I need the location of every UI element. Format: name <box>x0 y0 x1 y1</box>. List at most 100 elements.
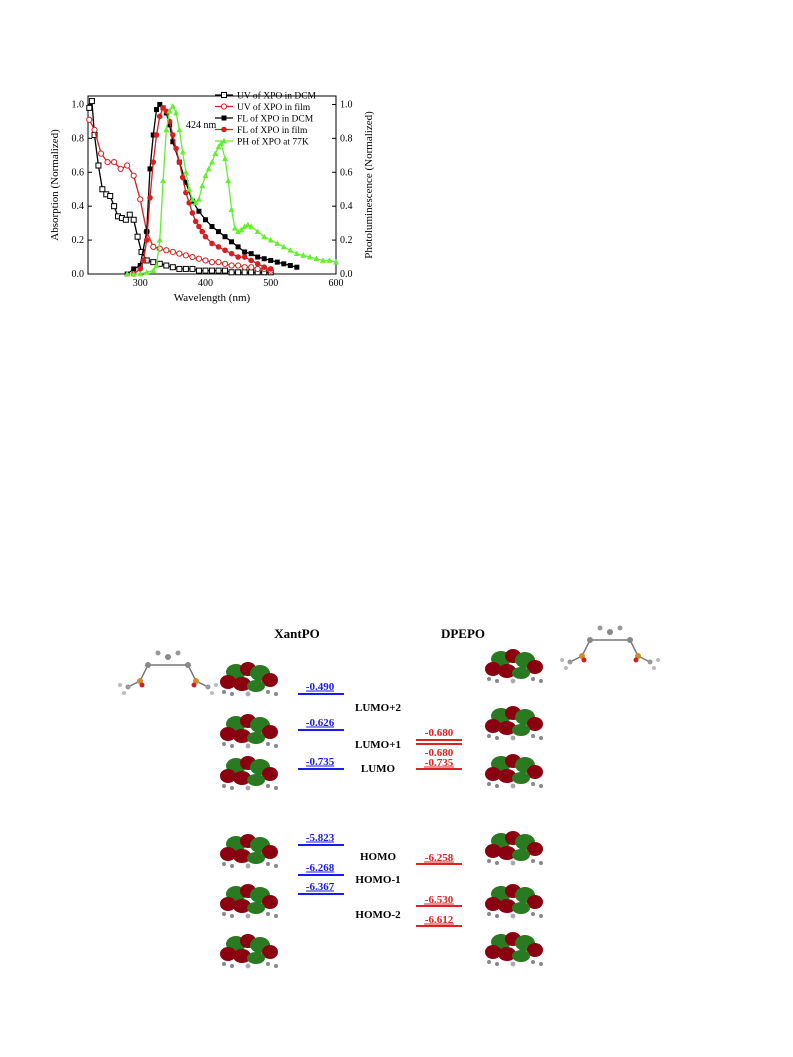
data-point <box>195 196 202 202</box>
data-point <box>176 159 183 165</box>
data-point <box>147 194 153 201</box>
data-point <box>199 228 206 235</box>
dpepo-orbital-lumo1 <box>485 706 543 741</box>
data-point <box>163 247 170 254</box>
data-point <box>117 165 124 172</box>
peak-annotation: 424 nm <box>186 120 217 131</box>
dpepo-level-value: -0.735 <box>425 757 454 769</box>
y-tick-label-left: 0.4 <box>72 201 85 212</box>
spectra-chart-svg: 300 400 500 6000.00.20.40.60.81.00.00.20.40… <box>49 91 375 305</box>
data-point <box>254 261 261 267</box>
orbital-label: LUMO+2 <box>355 702 401 714</box>
data-point <box>215 143 222 150</box>
orbital-label: HOMO-2 <box>355 909 401 921</box>
data-point <box>209 224 215 230</box>
x-axis-label: Wavelength (nm) <box>174 292 251 304</box>
data-point <box>173 109 180 116</box>
xantpo-orbital-homo1 <box>220 884 278 919</box>
data-point <box>281 261 287 267</box>
data-point <box>156 236 163 243</box>
y-tick-label-right: 0.8 <box>340 133 353 144</box>
data-point <box>195 255 203 262</box>
y-tick-label-right: 0.6 <box>340 167 353 178</box>
data-point <box>248 264 255 271</box>
data-point <box>287 247 294 253</box>
data-point <box>202 257 209 264</box>
data-point <box>235 262 242 269</box>
data-point <box>104 159 111 166</box>
data-point <box>228 206 235 212</box>
data-point <box>231 225 238 231</box>
data-point <box>143 269 150 275</box>
data-point <box>261 256 267 262</box>
data-point <box>153 132 160 138</box>
xantpo-orbital-lumo2 <box>220 662 278 697</box>
data-point <box>189 196 196 202</box>
data-point <box>131 266 137 272</box>
data-point <box>130 172 137 179</box>
data-point <box>319 257 326 263</box>
data-point <box>189 210 196 216</box>
x-tick-label: 300 <box>133 278 148 289</box>
data-point <box>88 98 95 105</box>
data-point <box>169 102 176 109</box>
xantpo-level-value: -6.268 <box>306 862 335 874</box>
data-point <box>122 216 129 223</box>
data-point <box>228 262 235 269</box>
data-point <box>205 165 212 172</box>
header-dpepo: DPEPO <box>441 626 485 641</box>
data-point <box>91 126 98 134</box>
data-point <box>221 115 227 121</box>
data-point <box>183 179 189 185</box>
data-point <box>313 255 320 262</box>
plot-frame <box>87 95 337 275</box>
y-tick-label-right: 0.2 <box>340 235 353 246</box>
x-tick-label: 500 <box>263 278 278 289</box>
x-tick-label: 400 <box>198 278 213 289</box>
data-point <box>196 223 202 230</box>
xantpo-structure <box>117 649 219 696</box>
data-point <box>154 107 160 113</box>
data-point <box>150 259 157 266</box>
data-point <box>176 250 183 257</box>
data-point <box>99 186 106 193</box>
data-point <box>221 92 227 98</box>
data-point <box>169 248 176 256</box>
xantpo-level-value: -0.735 <box>306 756 335 768</box>
data-point <box>170 132 176 138</box>
data-point <box>222 267 229 274</box>
data-point <box>209 158 215 165</box>
data-point <box>95 162 102 169</box>
data-point <box>228 269 235 276</box>
data-point <box>280 243 287 250</box>
y-tick-label-left: 0.6 <box>72 167 85 178</box>
data-point <box>248 269 255 276</box>
dpepo-orbital-homo2 <box>485 932 543 967</box>
data-point <box>182 265 189 272</box>
legend-entry: PH of XPO at 77K <box>237 137 309 148</box>
data-point <box>156 113 163 120</box>
data-point <box>111 159 118 166</box>
data-point <box>130 216 137 223</box>
data-point <box>137 266 144 272</box>
data-point <box>235 228 242 235</box>
data-point <box>248 223 255 229</box>
xantpo-orbital-homo <box>220 834 278 869</box>
data-point <box>192 218 199 225</box>
data-point <box>235 269 242 276</box>
data-point <box>248 257 254 264</box>
data-point <box>182 252 189 259</box>
data-point <box>235 254 241 260</box>
data-point <box>267 236 274 243</box>
orbital-diagram-svg: XantPO DPEPO -0.490 -0.626 -0.735 <box>117 624 661 969</box>
data-point <box>238 226 245 233</box>
data-point <box>143 237 150 243</box>
data-point <box>241 269 248 276</box>
data-point <box>241 264 248 271</box>
data-point <box>255 254 261 260</box>
data-point <box>124 162 131 169</box>
xantpo-level-value: -6.367 <box>306 881 335 893</box>
data-point <box>254 228 261 235</box>
data-point <box>220 103 228 110</box>
data-point <box>202 233 209 240</box>
